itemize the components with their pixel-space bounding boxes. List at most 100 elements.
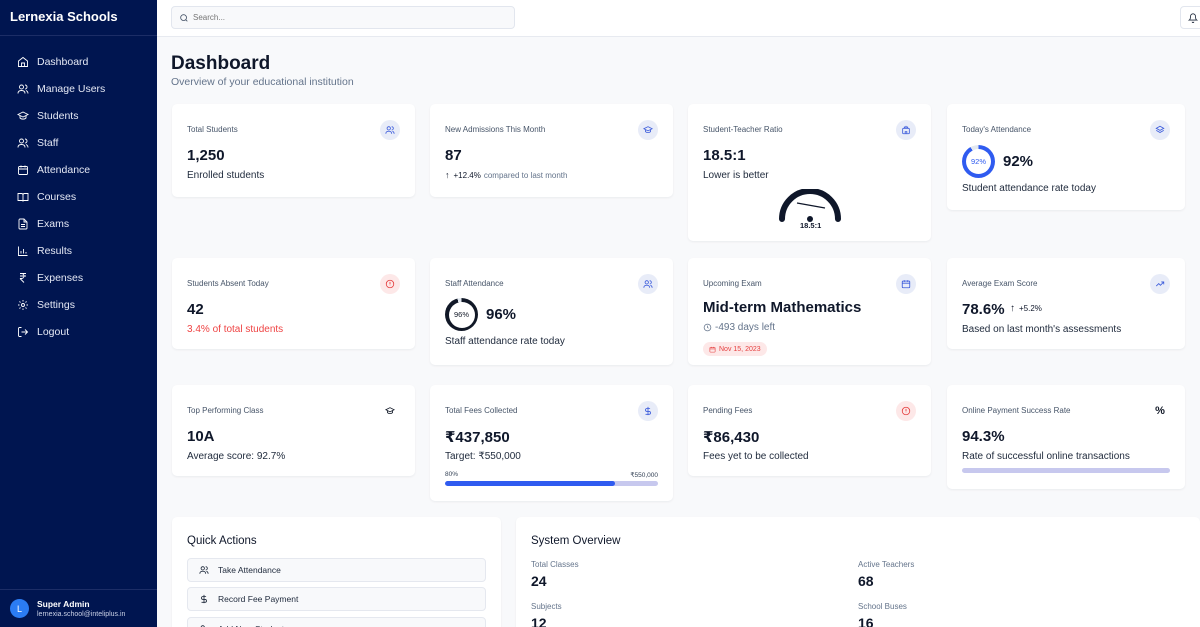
page-subtitle: Overview of your educational institution <box>171 76 354 88</box>
card-value: 92% <box>1003 153 1034 170</box>
sidebar-item-label: Expenses <box>37 271 84 284</box>
user-name: Super Admin <box>37 599 90 609</box>
sidebar-item-manage-users[interactable]: Manage Users <box>0 75 157 102</box>
card-value: ₹437,850 <box>445 429 510 446</box>
take-attendance-button[interactable]: Take Attendance <box>187 558 486 582</box>
panel-title: System Overview <box>531 535 621 547</box>
search-input[interactable] <box>193 13 493 22</box>
rupee-icon <box>17 272 29 284</box>
card-total-students: Total Students 1,250 Enrolled students <box>172 104 415 197</box>
school-icon <box>896 120 916 140</box>
calendar-icon <box>896 274 916 294</box>
sidebar-item-label: Dashboard <box>37 55 89 68</box>
exam-countdown: -493 days left <box>703 322 775 333</box>
stat-value: 68 <box>858 573 874 589</box>
progress-labels: 80% ₹550,000 <box>445 471 658 479</box>
card-label: Top Performing Class <box>187 406 264 415</box>
card-desc: Average score: 92.7% <box>187 451 286 462</box>
payment-progress-bar <box>962 468 1170 473</box>
card-value: 10A <box>187 428 215 445</box>
card-new-admissions: New Admissions This Month 87 ↑ +12.4% co… <box>430 104 673 197</box>
alert-circle-icon <box>896 401 916 421</box>
topbar <box>157 0 1200 37</box>
sidebar-item-label: Results <box>37 244 73 257</box>
card-label: Today's Attendance <box>962 125 1032 134</box>
card-upcoming-exam: Upcoming Exam Mid-term Mathematics -493 … <box>688 258 931 365</box>
card-label: New Admissions This Month <box>445 125 546 134</box>
stat-label: Subjects <box>531 602 562 611</box>
sidebar-item-results[interactable]: Results <box>0 237 157 264</box>
progress-target: ₹550,000 <box>630 472 658 479</box>
card-value: 18.5:1 <box>703 147 746 164</box>
sidebar-item-label: Manage Users <box>37 82 106 95</box>
gear-icon <box>17 299 29 311</box>
graduation-cap-icon <box>17 110 29 122</box>
notifications-button[interactable] <box>1180 6 1200 29</box>
add-new-student-button[interactable]: Add New Student <box>187 617 486 627</box>
users-icon <box>198 565 210 575</box>
stat-value: 12 <box>531 615 547 627</box>
search-icon <box>180 13 188 22</box>
card-desc: Lower is better <box>703 170 769 181</box>
sidebar-item-logout[interactable]: Logout <box>0 318 157 345</box>
card-label: Total Students <box>187 125 238 134</box>
users-icon <box>638 274 658 294</box>
record-fee-payment-button[interactable]: Record Fee Payment <box>187 587 486 611</box>
book-open-icon <box>17 191 29 203</box>
user-email: lernexia.school@inteliplus.in <box>37 611 126 618</box>
card-label: Average Exam Score <box>962 279 1038 288</box>
layers-icon <box>1150 120 1170 140</box>
bell-icon <box>1188 12 1198 23</box>
card-value: 78.6% <box>962 301 1005 318</box>
sidebar-item-label: Settings <box>37 298 75 311</box>
ratio-gauge <box>779 189 841 222</box>
card-label: Online Payment Success Rate <box>962 406 1071 415</box>
stat-value: 24 <box>531 573 547 589</box>
ring-label: 92% <box>966 149 991 174</box>
sidebar-item-dashboard[interactable]: Dashboard <box>0 48 157 75</box>
sidebar-item-expenses[interactable]: Expenses <box>0 264 157 291</box>
trend: ↑ +12.4% compared to last month <box>445 170 567 180</box>
sidebar-item-staff[interactable]: Staff <box>0 129 157 156</box>
alert-circle-icon <box>380 274 400 294</box>
attendance-ring: 92% <box>962 145 995 178</box>
card-desc: 3.4% of total students <box>187 324 284 335</box>
users-icon <box>17 83 29 95</box>
users-icon <box>380 120 400 140</box>
card-desc: Student attendance rate today <box>962 183 1096 194</box>
stat-label: Active Teachers <box>858 560 915 569</box>
sidebar-item-label: Exams <box>37 217 70 230</box>
logout-icon <box>17 326 29 338</box>
card-value: 94.3% <box>962 428 1005 445</box>
card-desc: Staff attendance rate today <box>445 336 565 347</box>
card-total-fees-collected: Total Fees Collected ₹437,850 Target: ₹5… <box>430 385 673 501</box>
home-icon <box>17 56 29 68</box>
brand-logo: Lernexia Schools <box>0 0 157 36</box>
card-value: 87 <box>445 147 462 164</box>
page-title: Dashboard <box>171 53 271 74</box>
user-profile[interactable]: L Super Admin lernexia.school@inteliplus… <box>0 589 157 627</box>
sidebar-item-courses[interactable]: Courses <box>0 183 157 210</box>
sidebar-item-attendance[interactable]: Attendance <box>0 156 157 183</box>
card-todays-attendance: Today's Attendance 92% 92% Student atten… <box>947 104 1185 210</box>
card-desc: Target: ₹550,000 <box>445 451 521 462</box>
stat-label: School Buses <box>858 602 907 611</box>
search-box[interactable] <box>171 6 515 29</box>
user-plus-icon <box>198 624 210 627</box>
card-students-absent: Students Absent Today 42 3.4% of total s… <box>172 258 415 349</box>
calendar-icon <box>709 346 716 352</box>
card-label: Pending Fees <box>703 406 753 415</box>
users-icon <box>17 137 29 149</box>
sidebar-item-students[interactable]: Students <box>0 102 157 129</box>
arrow-up-icon: ↑ <box>1010 303 1015 314</box>
card-value: 42 <box>187 301 204 318</box>
exam-name: Mid-term Mathematics <box>703 299 862 316</box>
bar-chart-icon <box>17 245 29 257</box>
fees-progress-bar <box>445 481 658 486</box>
sidebar-item-settings[interactable]: Settings <box>0 291 157 318</box>
progress-fill <box>445 481 616 486</box>
clock-icon <box>703 323 712 332</box>
card-label: Upcoming Exam <box>703 279 762 288</box>
sidebar-item-exams[interactable]: Exams <box>0 210 157 237</box>
card-pending-fees: Pending Fees ₹86,430 Fees yet to be coll… <box>688 385 931 476</box>
